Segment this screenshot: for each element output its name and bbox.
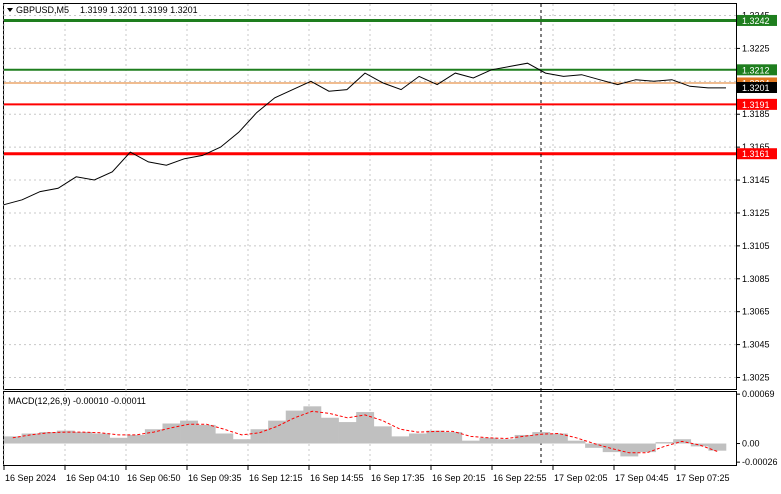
level-lines xyxy=(4,18,736,156)
macd-bar xyxy=(56,430,75,444)
macd-bar xyxy=(620,443,639,457)
symbol-timeframe[interactable]: GBPUSD,M5 xyxy=(16,5,69,15)
level-label: 1.3212 xyxy=(742,65,770,75)
macd-bar xyxy=(391,436,410,444)
x-tick-label: 17 Sep 02:05 xyxy=(554,473,608,483)
macd-tick-label: 0.00069 xyxy=(742,389,775,399)
x-tick-label: 17 Sep 07:25 xyxy=(676,473,730,483)
macd-bar xyxy=(708,443,727,451)
macd-signal-line xyxy=(12,410,718,454)
macd-bar xyxy=(532,432,551,444)
y-tick-label: 1.3045 xyxy=(742,340,770,350)
ohlc-values: 1.3199 1.3201 1.3199 1.3201 xyxy=(80,5,198,15)
macd-bar xyxy=(250,429,269,444)
macd-bar xyxy=(690,443,709,447)
level-label-box xyxy=(737,98,777,110)
x-tick-label: 16 Sep 2024 xyxy=(5,473,56,483)
x-tick-label: 17 Sep 04:45 xyxy=(615,473,669,483)
macd-bar xyxy=(637,443,656,453)
macd-bar xyxy=(92,433,110,444)
x-tick-label: 16 Sep 12:15 xyxy=(249,473,303,483)
y-tick-label: 1.3165 xyxy=(742,142,770,152)
macd-bar xyxy=(197,424,216,444)
macd-bar xyxy=(180,420,199,444)
x-tick-label: 16 Sep 09:35 xyxy=(188,473,242,483)
macd-bar xyxy=(497,439,515,444)
macd-tick-label: -0.00026 xyxy=(742,457,778,467)
macd-bar xyxy=(479,437,498,444)
macd-bar xyxy=(444,432,463,444)
y-tick-label: 1.3145 xyxy=(742,175,770,185)
y-tick-label: 1.3185 xyxy=(742,109,770,119)
level-label-box xyxy=(737,148,777,160)
macd-header: MACD(12,26,9) -0.00010 -0.00011 xyxy=(8,396,146,406)
x-tick-label: 16 Sep 14:55 xyxy=(310,473,364,483)
level-label-box xyxy=(737,14,777,26)
macd-bar xyxy=(303,406,322,444)
macd-tick-label: 0.00 xyxy=(742,439,760,449)
macd-bar xyxy=(4,436,22,444)
price-line xyxy=(3,62,726,206)
macd-bar xyxy=(320,417,339,444)
current-price-box xyxy=(737,82,777,93)
level-label: 1.3191 xyxy=(742,100,770,110)
current-price-label: 1.3201 xyxy=(742,83,770,93)
y-tick-label: 1.3065 xyxy=(742,307,770,317)
macd-bar xyxy=(549,433,568,444)
macd-bar xyxy=(144,429,163,444)
y-tick-label: 1.3025 xyxy=(742,372,770,382)
level-label: 1.3242 xyxy=(742,16,770,26)
macd-bar xyxy=(21,433,40,444)
macd-histogram xyxy=(4,406,727,457)
dropdown-triangle-icon[interactable] xyxy=(7,8,13,12)
x-tick-label: 16 Sep 22:55 xyxy=(493,473,547,483)
macd-bar xyxy=(373,426,392,444)
macd-bar xyxy=(338,422,357,444)
macd-bar xyxy=(232,439,251,444)
macd-bar xyxy=(514,434,533,444)
x-tick-label: 16 Sep 04:10 xyxy=(66,473,120,483)
y-tick-label: 1.3225 xyxy=(742,43,770,53)
y-tick-label: 1.3105 xyxy=(742,241,770,251)
macd-bar xyxy=(426,430,445,444)
macd-bar xyxy=(285,410,304,444)
y-tick-label: 1.3085 xyxy=(742,274,770,284)
macd-bar xyxy=(461,440,480,444)
macd-bar xyxy=(39,432,58,444)
x-tick-label: 16 Sep 20:15 xyxy=(432,473,486,483)
grid xyxy=(3,4,736,465)
macd-bar xyxy=(215,433,234,444)
y-tick-label: 1.3125 xyxy=(742,208,770,218)
macd-axis: 0.00069 0.00 -0.00026 xyxy=(736,389,778,467)
macd-bar xyxy=(356,412,375,444)
macd-bar xyxy=(409,433,427,444)
macd-bar xyxy=(655,442,674,444)
macd-bar xyxy=(74,432,93,444)
macd-bar xyxy=(567,440,586,444)
macd-bar xyxy=(268,420,287,444)
macd-bar xyxy=(602,443,621,453)
macd-bar xyxy=(127,434,146,444)
level-label: 1.3161 xyxy=(742,149,770,159)
macd-bar xyxy=(109,437,128,444)
x-tick-label: 16 Sep 06:50 xyxy=(127,473,181,483)
x-tick-label: 16 Sep 17:35 xyxy=(371,473,425,483)
level-label-box xyxy=(737,64,777,76)
macd-bar xyxy=(585,443,604,448)
time-axis: 16 Sep 2024 16 Sep 04:10 16 Sep 06:50 16 Se… xyxy=(3,466,730,483)
main-plot-frame xyxy=(3,3,737,390)
